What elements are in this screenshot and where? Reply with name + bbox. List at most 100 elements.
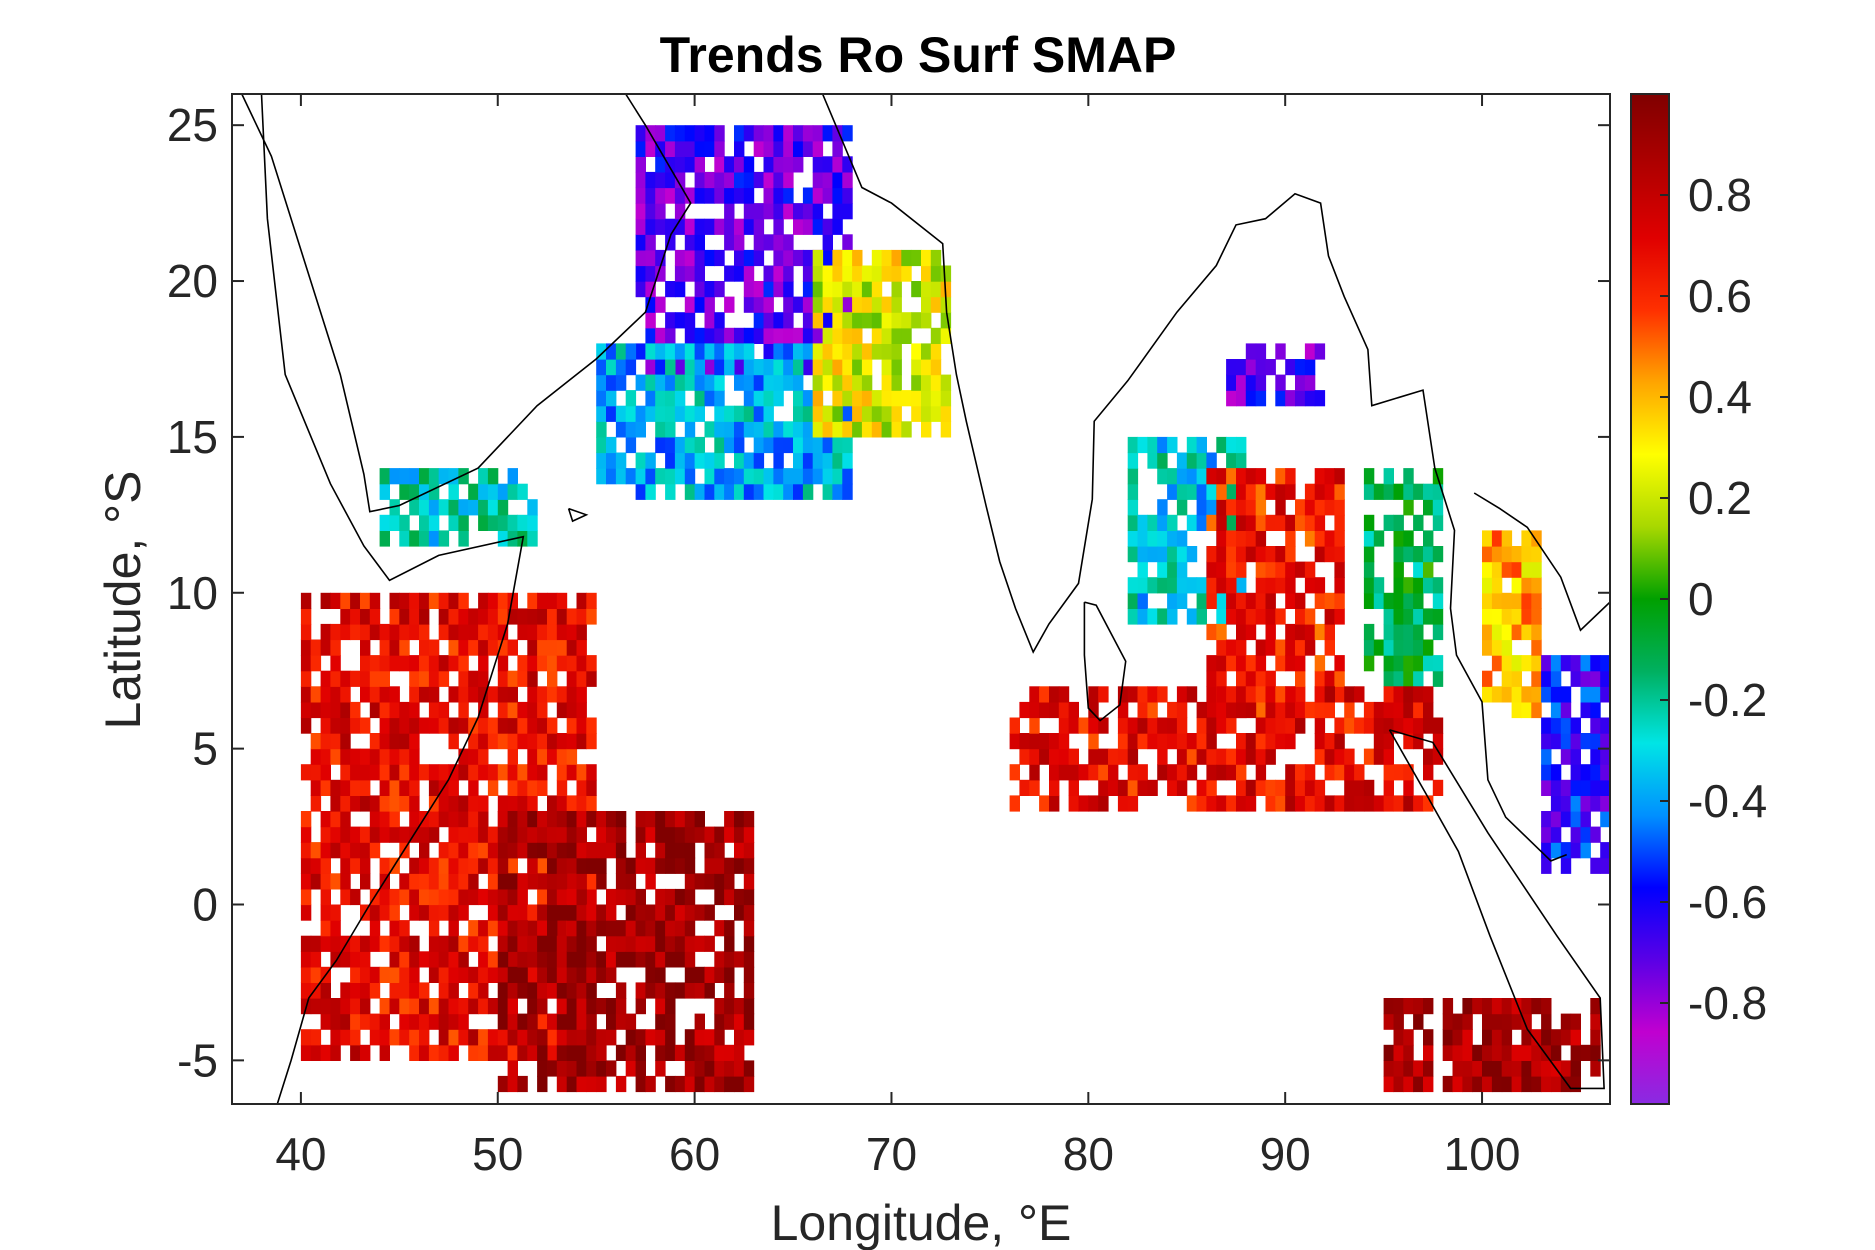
heatmap-cell bbox=[438, 795, 450, 812]
heatmap-cell bbox=[1501, 1060, 1513, 1077]
colorbar: 0.80.60.40.20-0.2-0.4-0.6-0.8 bbox=[1630, 93, 1767, 1105]
heatmap-cell bbox=[1482, 1029, 1493, 1046]
heatmap-cell bbox=[1127, 514, 1139, 531]
heatmap-cell bbox=[1363, 717, 1375, 734]
heatmap-cell bbox=[1472, 1044, 1483, 1061]
heatmap-cell bbox=[409, 499, 420, 516]
heatmap-cell bbox=[1423, 1060, 1434, 1077]
heatmap-cell bbox=[1570, 1044, 1581, 1061]
heatmap-cell bbox=[497, 982, 509, 999]
heatmap-cell bbox=[812, 281, 824, 298]
heatmap-cell bbox=[487, 842, 499, 859]
heatmap-cell bbox=[1324, 764, 1335, 781]
heatmap-cell bbox=[300, 842, 312, 859]
heatmap-cell bbox=[1324, 686, 1335, 703]
heatmap-cell bbox=[497, 842, 509, 859]
heatmap-cell bbox=[1265, 483, 1276, 500]
heatmap-cell bbox=[1334, 530, 1345, 547]
heatmap-cell bbox=[1383, 998, 1394, 1015]
heatmap-cell bbox=[487, 514, 499, 531]
heatmap-cell bbox=[438, 904, 450, 921]
heatmap-cell bbox=[1423, 701, 1434, 719]
heatmap-cell bbox=[497, 592, 509, 609]
heatmap-cell bbox=[665, 982, 676, 999]
heatmap-cell bbox=[369, 920, 381, 937]
heatmap-cell bbox=[694, 156, 705, 173]
heatmap-cell bbox=[694, 140, 705, 157]
heatmap-cell bbox=[1413, 577, 1424, 594]
heatmap-cell bbox=[822, 125, 833, 142]
coastline-layer bbox=[241, 94, 1610, 1104]
heatmap-cell bbox=[812, 140, 824, 157]
heatmap-cell bbox=[1521, 998, 1532, 1015]
heatmap-cell bbox=[310, 966, 322, 983]
heatmap-cell bbox=[527, 733, 538, 750]
heatmap-cell bbox=[1255, 577, 1267, 594]
heatmap-cell bbox=[1511, 701, 1522, 719]
heatmap-cell bbox=[1482, 592, 1493, 609]
heatmap-cell bbox=[300, 608, 312, 625]
heatmap-cell bbox=[1127, 483, 1139, 500]
heatmap-cell bbox=[379, 623, 390, 641]
heatmap-cell bbox=[812, 125, 824, 142]
heatmap-cell bbox=[743, 281, 755, 298]
heatmap-cell bbox=[1541, 655, 1552, 672]
heatmap-cell bbox=[596, 343, 607, 360]
heatmap-cell bbox=[300, 655, 312, 672]
heatmap-cell bbox=[448, 1013, 459, 1030]
heatmap-cell bbox=[547, 1029, 558, 1046]
heatmap-cell bbox=[517, 982, 528, 999]
heatmap-cell bbox=[596, 1044, 607, 1061]
heatmap-cell bbox=[1226, 468, 1237, 485]
heatmap-cell bbox=[724, 234, 735, 251]
heatmap-cell bbox=[1196, 514, 1207, 531]
heatmap-cell bbox=[842, 187, 853, 204]
heatmap-cell bbox=[1226, 608, 1237, 625]
heatmap-cell bbox=[694, 966, 705, 983]
heatmap-cell bbox=[655, 390, 666, 407]
heatmap-cell bbox=[389, 764, 400, 781]
heatmap-cell bbox=[852, 359, 863, 376]
heatmap-cell bbox=[832, 483, 843, 500]
heatmap-cell bbox=[901, 265, 912, 282]
heatmap-cell bbox=[861, 390, 873, 407]
heatmap-cell bbox=[684, 826, 696, 843]
heatmap-cell bbox=[674, 171, 686, 189]
heatmap-cell bbox=[596, 842, 607, 859]
heatmap-cell bbox=[645, 405, 656, 422]
heatmap-cell bbox=[674, 343, 686, 360]
heatmap-cell bbox=[369, 748, 381, 765]
heatmap-cell bbox=[1393, 1029, 1404, 1046]
heatmap-cell bbox=[615, 1075, 627, 1093]
heatmap-cell bbox=[734, 1029, 745, 1046]
heatmap-cell bbox=[891, 343, 902, 360]
heatmap-cell bbox=[615, 998, 627, 1015]
heatmap-cell bbox=[527, 655, 538, 672]
heatmap-cell bbox=[1413, 1060, 1424, 1077]
heatmap-cell bbox=[1147, 608, 1158, 625]
heatmap-cell bbox=[1462, 1060, 1473, 1077]
heatmap-cell bbox=[871, 343, 883, 360]
heatmap-cell bbox=[389, 623, 400, 641]
heatmap-cell bbox=[487, 998, 499, 1015]
heatmap-cell bbox=[704, 218, 715, 235]
heatmap-cell bbox=[1088, 748, 1099, 765]
heatmap-cell bbox=[714, 468, 725, 485]
heatmap-cell bbox=[832, 171, 843, 189]
heatmap-cell bbox=[1108, 764, 1119, 781]
heatmap-cell bbox=[468, 826, 479, 843]
heatmap-cell bbox=[1088, 733, 1099, 750]
heatmap-cell bbox=[360, 935, 371, 952]
heatmap-cell bbox=[842, 249, 853, 267]
heatmap-cell bbox=[478, 826, 489, 843]
heatmap-cell bbox=[1334, 655, 1345, 672]
heatmap-cell bbox=[704, 483, 715, 500]
heatmap-cell bbox=[556, 1060, 568, 1077]
heatmap-cell bbox=[1383, 655, 1394, 672]
heatmap-cell bbox=[1334, 468, 1345, 485]
heatmap-cell bbox=[645, 1029, 656, 1046]
heatmap-cell bbox=[1255, 483, 1267, 500]
heatmap-cell bbox=[1186, 514, 1198, 531]
heatmap-cell bbox=[409, 733, 420, 750]
heatmap-cell bbox=[448, 935, 459, 952]
